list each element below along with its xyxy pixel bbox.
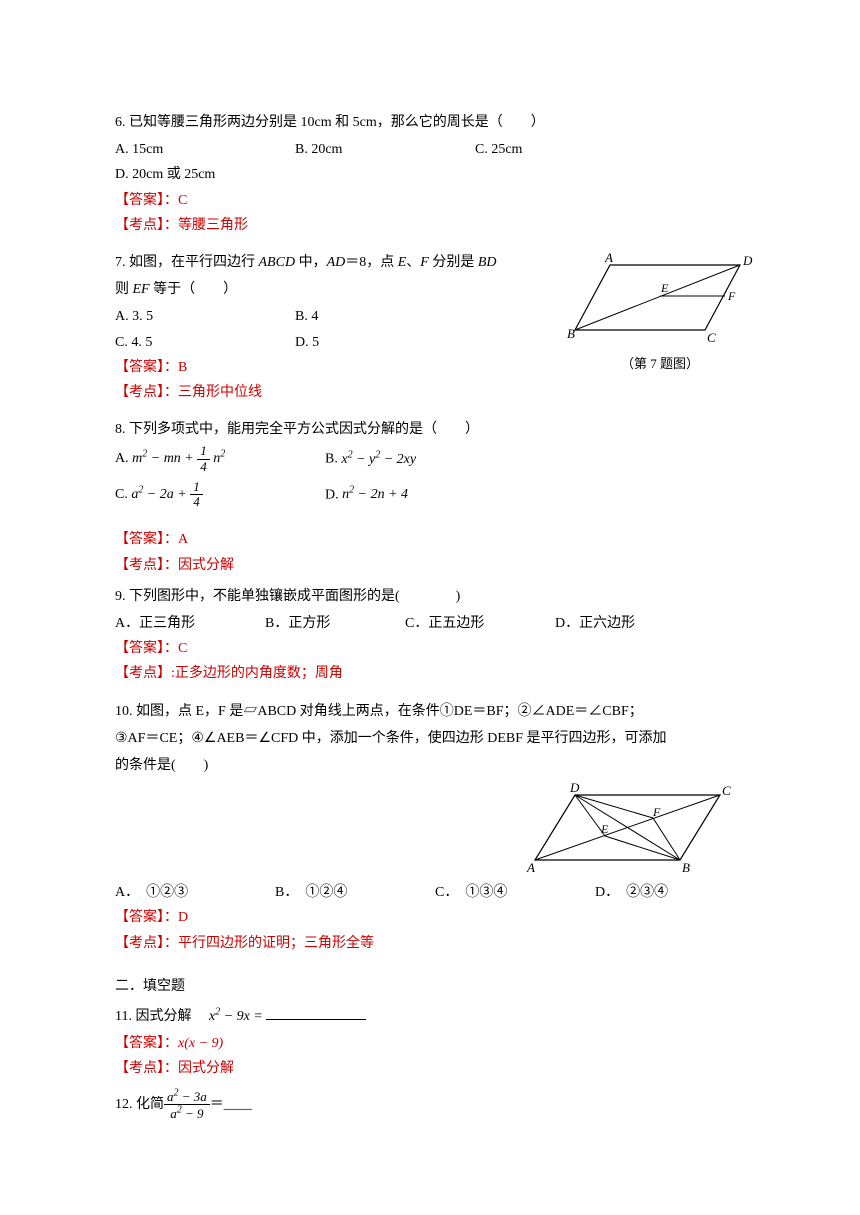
q8-opt-c: C. a2 − 2a + 14 <box>115 480 295 510</box>
q10-opt-b: B． ①②④ <box>275 880 405 905</box>
q10-parallelogram-svg: D C A B E F <box>525 780 735 880</box>
q8-opt-b: B. x2 − y2 − 2xy <box>325 446 416 472</box>
q12-fraction: a2 − 3a a2 − 9 <box>164 1087 210 1121</box>
svg-text:B: B <box>682 860 690 875</box>
q7-f: F <box>420 255 429 270</box>
svg-text:F: F <box>727 289 736 303</box>
q6-opt-c: C. 25cm <box>475 137 615 162</box>
question-6: 6. 已知等腰三角形两边分别是 10cm 和 5cm，那么它的周长是（ ） A.… <box>115 110 745 238</box>
q8-opt-a: A. m2 − mn + 14 n2 <box>115 444 295 474</box>
q7-opt-d: D. 5 <box>295 330 319 355</box>
q8-answer: 【答案】：A <box>115 527 745 552</box>
q10-line2: ③AF＝CE；④∠AEB＝∠CFD 中，添加一个条件，使四边形 DEBF 是平行… <box>115 726 745 751</box>
q10-figure: D C A B E F <box>115 780 745 880</box>
question-7: A D B C E F （第 7 题图） 7. 如图，在平行四边行 ABCD 中… <box>115 250 745 405</box>
q11-answer: 【答案】：x(x − 9) <box>115 1031 745 1056</box>
question-8: 8. 下列多项式中，能用完全平方公式因式分解的是（ ） A. m2 − mn +… <box>115 417 745 578</box>
q12-suffix: ＝____ <box>210 1092 252 1117</box>
q7-figure: A D B C E F （第 7 题图） <box>565 250 755 375</box>
q12-text: 12. 化简 a2 − 3a a2 − 9 ＝____ <box>115 1087 745 1121</box>
q9-answer: 【答案】：C <box>115 636 745 661</box>
q11-ans-label: 【答案】： <box>115 1036 178 1051</box>
q10-opt-a: A． ①②③ <box>115 880 245 905</box>
q9-opt-a: A．正三角形 <box>115 611 235 636</box>
section-2-title: 二．填空题 <box>115 974 745 999</box>
q9-opt-c: C．正五边形 <box>405 611 525 636</box>
q10-line3: 的条件是( ) <box>115 753 745 778</box>
q7-l2b: 等于（ ） <box>150 282 238 297</box>
q7-topic: 【考点】：三角形中位线 <box>115 380 745 405</box>
q6-topic: 【考点】：等腰三角形 <box>115 213 745 238</box>
question-12: 12. 化简 a2 − 3a a2 − 9 ＝____ <box>115 1087 745 1121</box>
svg-text:D: D <box>569 780 580 795</box>
q11-topic: 【考点】：因式分解 <box>115 1056 745 1081</box>
q7-t5: 分别是 <box>429 255 478 270</box>
q9-topic: 【考点】:正多边形的内角度数；周角 <box>115 661 745 686</box>
q7-opt-a: A. 3. 5 <box>115 304 265 329</box>
q10-options: A． ①②③ B． ①②④ C． ①③④ D． ②③④ <box>115 880 745 905</box>
q8-opt-d: D. n2 − 2n + 4 <box>325 482 408 508</box>
q7-l2a: 则 <box>115 282 133 297</box>
q6-options: A. 15cm B. 20cm C. 25cm D. 20cm 或 25cm <box>115 137 745 187</box>
q6-opt-b: B. 20cm <box>295 137 435 162</box>
q10-topic: 【考点】：平行四边形的证明；三角形全等 <box>115 931 745 956</box>
q7-line1: 7. 如图，在平行四边行 ABCD 中，AD＝8，点 E、F 分别是 BD <box>115 250 535 275</box>
q6-text: 6. 已知等腰三角形两边分别是 10cm 和 5cm，那么它的周长是（ ） <box>115 110 745 135</box>
q10-opt-d: D． ②③④ <box>595 880 668 905</box>
question-10: 10. 如图，点 E，F 是▱ABCD 对角线上两点，在条件①DE＝BF；②∠A… <box>115 699 745 956</box>
q7-bd: BD <box>478 255 497 270</box>
q7-opt-b: B. 4 <box>295 304 318 329</box>
q8-options-row2: C. a2 − 2a + 14 D. n2 − 2n + 4 <box>115 480 745 510</box>
q11-prefix: 11. 因式分解 <box>115 1009 205 1024</box>
q11-ans-math: x(x − 9) <box>178 1036 223 1051</box>
svg-text:A: A <box>604 250 613 265</box>
question-11: 11. 因式分解 x2 − 9x = 【答案】：x(x − 9) 【考点】：因式… <box>115 1003 745 1081</box>
q8-options-row1: A. m2 − mn + 14 n2 B. x2 − y2 − 2xy <box>115 444 745 474</box>
q12-prefix: 12. 化简 <box>115 1092 164 1117</box>
q8-topic: 【考点】：因式分解 <box>115 553 745 578</box>
svg-text:D: D <box>742 253 753 268</box>
q10-opt-c: C． ①③④ <box>435 880 565 905</box>
q7-e: E <box>398 255 407 270</box>
svg-text:C: C <box>707 330 716 345</box>
q7-t3: ＝8，点 <box>345 255 398 270</box>
svg-text:B: B <box>567 326 575 341</box>
q9-options: A．正三角形 B．正方形 C．正五边形 D．正六边形 <box>115 611 745 636</box>
q10-line1: 10. 如图，点 E，F 是▱ABCD 对角线上两点，在条件①DE＝BF；②∠A… <box>115 699 745 724</box>
q11-text: 11. 因式分解 x2 − 9x = <box>115 1003 745 1029</box>
q8-text: 8. 下列多项式中，能用完全平方公式因式分解的是（ ） <box>115 417 745 442</box>
q7-abcd: ABCD <box>259 255 296 270</box>
svg-text:A: A <box>526 860 535 875</box>
q7-t2: 中， <box>295 255 327 270</box>
q7-t4: 、 <box>406 255 420 270</box>
q7-opt-c: C. 4. 5 <box>115 330 265 355</box>
q9-text: 9. 下列图形中，不能单独镶嵌成平面图形的是( ) <box>115 584 745 609</box>
q11-expr: x2 − 9x = <box>209 1009 263 1024</box>
svg-text:E: E <box>660 281 669 295</box>
question-9: 9. 下列图形中，不能单独镶嵌成平面图形的是( ) A．正三角形 B．正方形 C… <box>115 584 745 687</box>
svg-text:E: E <box>600 822 609 836</box>
q9-opt-d: D．正六边形 <box>555 611 635 636</box>
q6-opt-a: A. 15cm <box>115 137 255 162</box>
svg-text:C: C <box>722 783 731 798</box>
q7-ef: EF <box>133 282 150 297</box>
q7-caption: （第 7 题图） <box>565 352 755 375</box>
q9-opt-b: B．正方形 <box>265 611 375 636</box>
svg-text:F: F <box>652 805 661 819</box>
q7-t1: 7. 如图，在平行四边行 <box>115 255 259 270</box>
q7-ad: AD <box>327 255 346 270</box>
q10-answer: 【答案】：D <box>115 905 745 930</box>
q6-opt-d: D. 20cm 或 25cm <box>115 162 255 187</box>
q7-parallelogram-svg: A D B C E F <box>565 250 755 350</box>
q6-answer: 【答案】：C <box>115 188 745 213</box>
q11-blank <box>266 1003 366 1020</box>
